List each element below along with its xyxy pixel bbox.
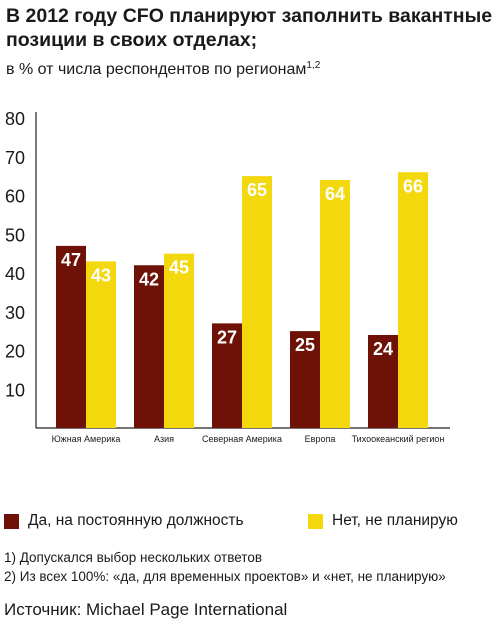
bar	[290, 331, 320, 428]
bar	[86, 261, 116, 428]
bar-value-label: 24	[373, 339, 393, 359]
bar-value-label: 65	[247, 180, 267, 200]
y-tick-label: 60	[5, 187, 25, 207]
legend-item-series-1: Да, на постоянную должность	[4, 511, 244, 531]
bar-value-label: 66	[403, 176, 423, 196]
y-tick-label: 80	[5, 109, 25, 129]
bar-value-label: 42	[139, 269, 159, 289]
bar-value-label: 27	[217, 327, 237, 347]
legend-swatch-series-2	[308, 513, 323, 529]
bar-value-label: 43	[91, 265, 111, 285]
bar	[368, 335, 398, 428]
y-tick-label: 10	[5, 380, 25, 400]
y-tick-label: 40	[5, 264, 25, 284]
bar	[134, 265, 164, 428]
y-tick-label: 30	[5, 303, 25, 323]
legend-label-series-1: Да, на постоянную должность	[28, 512, 244, 529]
legend: Да, на постоянную должность Нет, не план…	[0, 511, 500, 535]
footnote-2: 2) Из всех 100%: «да, для временных прое…	[4, 569, 446, 584]
y-tick-label: 70	[5, 148, 25, 168]
category-label: Тихоокеанский регион	[352, 434, 445, 444]
bar-value-label: 25	[295, 335, 315, 355]
subtitle-footnote-mark: 1,2	[306, 60, 321, 71]
category-label: Европа	[305, 434, 336, 444]
bar	[320, 180, 350, 428]
bar	[56, 245, 86, 428]
source-note: Источник: Michael Page International	[4, 600, 288, 619]
y-tick-label: 20	[5, 342, 25, 362]
subtitle-text: в % от числа респондентов по регионам	[6, 61, 307, 78]
category-label: Южная Америка	[52, 434, 121, 444]
legend-label-series-2: Нет, не планирую	[332, 512, 458, 529]
legend-swatch-series-1	[4, 513, 19, 529]
bar	[242, 176, 272, 428]
bar	[212, 323, 242, 428]
bar	[164, 253, 194, 428]
bar-value-label: 64	[325, 184, 345, 204]
chart-title: В 2012 году CFO планируют заполнить вака…	[6, 5, 493, 51]
bar-value-label: 45	[169, 258, 189, 278]
category-label: Северная Америка	[202, 434, 282, 444]
bar-chart: 10 20 30 40 50 60 70 80 47 43 Южная Америка 42 45 Ази…	[5, 109, 450, 444]
bar	[398, 172, 428, 428]
legend-item-series-2: Нет, не планирую	[308, 511, 458, 531]
category-label: Азия	[154, 434, 174, 444]
footnote-1: 1) Допускался выбор нескольких ответов	[4, 550, 263, 565]
bar-value-label: 47	[61, 250, 81, 270]
chart-subtitle: в % от числа респондентов по регионам1,2	[6, 56, 496, 80]
y-tick-label: 50	[5, 225, 25, 245]
